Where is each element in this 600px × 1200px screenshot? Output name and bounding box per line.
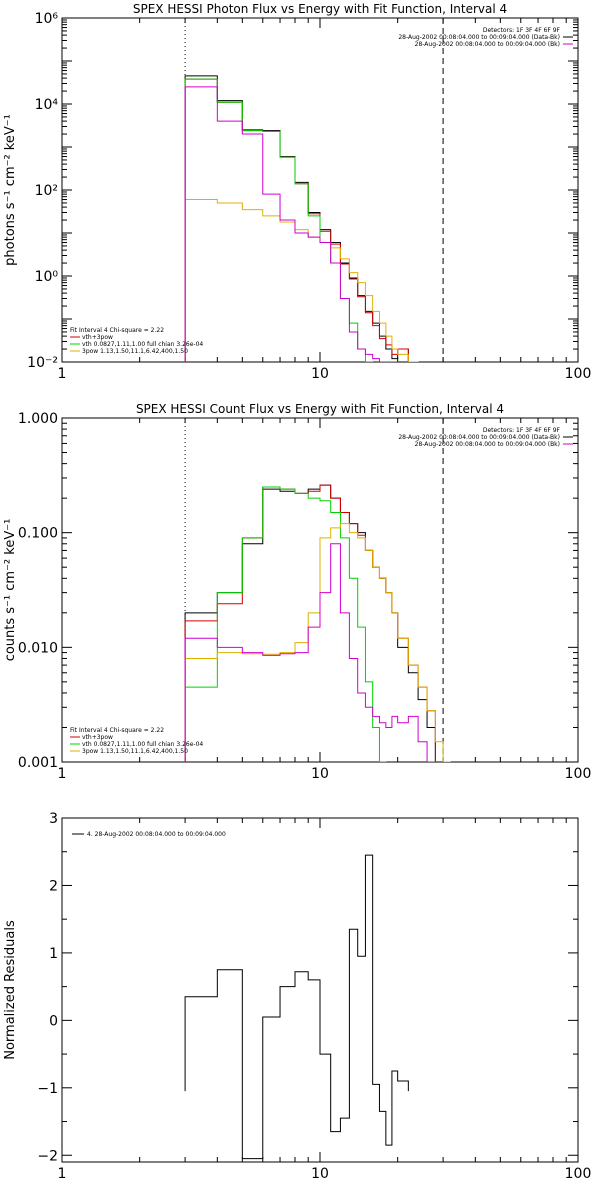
y-tick-label: 10² xyxy=(35,183,58,199)
y-tick-label: −1 xyxy=(37,1081,58,1097)
y-tick-label: 0.001 xyxy=(18,755,58,771)
legend-entry: 4. 28-Aug-2002 00:08:04.000 to 00:09:04.… xyxy=(87,831,226,838)
series-line-2 xyxy=(184,78,374,362)
legend-entry: 3pow 1.13,1.50,11.1,6.42,400,1.50 xyxy=(82,748,188,755)
x-tick-label: 100 xyxy=(565,1166,592,1182)
legend-entry: vth+3pow xyxy=(82,734,113,741)
y-tick-label: 10⁻² xyxy=(27,355,58,371)
series-line-0 xyxy=(184,484,436,762)
y-tick-label: 0.010 xyxy=(18,640,58,656)
legend-entry: 3pow 1.13,1.50,11.1,6.42,400,1.50 xyxy=(82,348,188,355)
y-tick-label: 10⁴ xyxy=(35,97,59,113)
x-tick-label: 10 xyxy=(311,1166,329,1182)
legend-entry: vth+3pow xyxy=(82,334,113,341)
legend-entry: vth 0.0827,1.11,1.00 full chian 3.26e-04 xyxy=(82,341,203,348)
y-tick-label: 10⁶ xyxy=(35,11,59,27)
series-line-0 xyxy=(184,854,409,1160)
series-line-4 xyxy=(184,543,436,762)
series-line-1 xyxy=(184,78,419,362)
plot-frame xyxy=(61,17,579,363)
chart-count: SPEX HESSI Count Flux vs Energy with Fit… xyxy=(3,402,592,782)
series-line-2 xyxy=(184,486,387,762)
y-tick-label: 0 xyxy=(49,1013,58,1029)
x-tick-label: 1 xyxy=(58,1166,67,1182)
x-tick-label: 100 xyxy=(565,366,592,382)
legend-entry: 28-Aug-2002 00:08:04.000 to 00:09:04.000… xyxy=(398,434,560,441)
y-axis: 0.001 0.010 0.100 1.000 xyxy=(18,411,578,771)
y-axis: 10⁻² 10⁰ 10² 10⁴ 10⁶ xyxy=(27,11,578,371)
legend-entry: 28-Aug-2002 00:08:04.000 to 00:09:04.000… xyxy=(398,34,560,41)
x-tick-label: 10 xyxy=(311,766,329,782)
legend-entry: Detectors: 1F 3F 4F 6F 9F xyxy=(483,427,561,434)
chart-title: SPEX HESSI Photon Flux vs Energy with Fi… xyxy=(133,2,507,16)
series-line-4 xyxy=(184,86,399,362)
y-tick-label: 3 xyxy=(49,811,58,827)
series-line-3 xyxy=(184,199,419,362)
y-tick-label: 2 xyxy=(49,878,58,894)
legend-entry: Detectors: 1F 3F 4F 6F 9F xyxy=(483,27,561,34)
y-axis-label: counts s⁻¹ cm⁻² keV⁻¹ xyxy=(3,519,18,662)
series-group xyxy=(184,75,419,362)
y-axis-label: photons s⁻¹ cm⁻² keV⁻¹ xyxy=(3,114,18,266)
legend-entry: Fit Interval 4 Chi-square = 2.22 xyxy=(70,327,164,334)
chart-title: SPEX HESSI Count Flux vs Energy with Fit… xyxy=(136,402,504,416)
series-group xyxy=(184,854,409,1160)
x-tick-label: 100 xyxy=(565,766,592,782)
legend-bottom: Fit Interval 4 Chi-square = 2.22vth+3pow… xyxy=(70,327,203,355)
legend-entry: vth 0.0827,1.11,1.00 full chian 3.26e-04 xyxy=(82,741,203,748)
chart-photon: SPEX HESSI Photon Flux vs Energy with Fi… xyxy=(3,2,591,382)
series-line-3 xyxy=(184,523,451,762)
y-tick-label: 1 xyxy=(49,946,58,962)
y-tick-label: −2 xyxy=(37,1148,58,1164)
y-tick-label: 1.000 xyxy=(18,411,58,427)
legend-top: 4. 28-Aug-2002 00:08:04.000 to 00:09:04.… xyxy=(72,831,226,838)
legend-bottom: Fit Interval 4 Chi-square = 2.22vth+3pow… xyxy=(70,727,203,755)
x-tick-label: 10 xyxy=(311,366,329,382)
chart-resid: 1 10 100 −2 −1 0 1 2 3 Normalized Residuals 4. 28-… xyxy=(3,811,591,1182)
y-axis: −2 −1 0 1 2 3 xyxy=(37,811,578,1164)
y-axis-label: Normalized Residuals xyxy=(3,920,18,1060)
legend-entry: 28-Aug-2002 00:08:04.000 to 00:09:04.000… xyxy=(415,41,560,48)
x-tick-label: 1 xyxy=(58,766,67,782)
series-group xyxy=(184,484,451,762)
x-axis: 1 10 100 xyxy=(58,18,592,382)
legend-entry: 28-Aug-2002 00:08:04.000 to 00:09:04.000… xyxy=(415,441,560,448)
y-tick-label: 10⁰ xyxy=(35,269,59,285)
y-tick-label: 0.100 xyxy=(18,526,58,542)
legend-entry: Fit Interval 4 Chi-square = 2.22 xyxy=(70,727,164,734)
x-tick-label: 1 xyxy=(58,366,67,382)
x-axis: 1 10 100 xyxy=(58,818,592,1182)
